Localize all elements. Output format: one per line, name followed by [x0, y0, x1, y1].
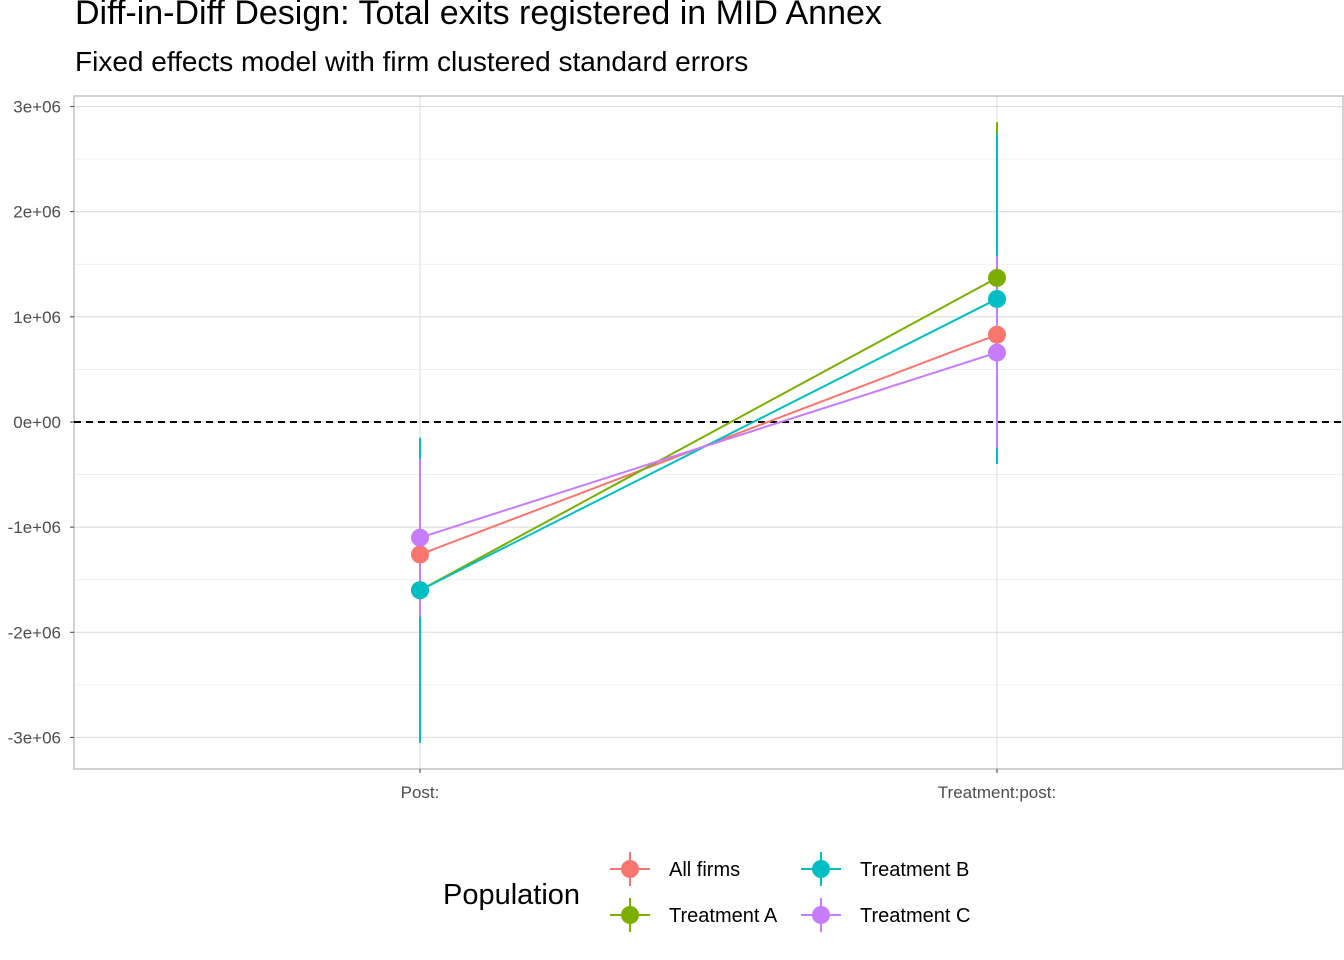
legend-entry: Treatment C — [801, 898, 970, 932]
panel-border — [73, 95, 1344, 770]
legend: Population All firms Treatment A Treatment … — [443, 852, 970, 932]
series — [74, 122, 1343, 743]
legend-key-point — [812, 860, 830, 878]
legend-entry: Treatment B — [801, 852, 969, 886]
axes: -3e+06 -2e+06 -1e+06 0e+00 1e+06 2e+06 3e+06 Po… — [8, 98, 1057, 802]
x-tick-label: Post: — [401, 783, 440, 802]
series-line — [419, 351, 998, 539]
y-tick-label: -2e+06 — [8, 623, 61, 642]
legend-key-point — [812, 906, 830, 924]
data-point — [411, 581, 429, 600]
legend-label: All firms — [669, 859, 740, 881]
y-tick-label: 1e+06 — [13, 308, 61, 327]
y-tick-label: -1e+06 — [8, 518, 61, 537]
y-tick-label: 3e+06 — [13, 98, 61, 117]
legend-label: Treatment B — [860, 859, 969, 881]
chart-subtitle: Fixed effects model with firm clustered … — [75, 46, 749, 77]
data-point — [411, 528, 429, 547]
data-point — [988, 289, 1006, 308]
legend-key-point — [621, 860, 639, 878]
legend-key-point — [621, 906, 639, 924]
y-tick-label: 0e+00 — [13, 413, 61, 432]
data-point — [988, 343, 1006, 362]
grid — [73, 95, 1344, 770]
y-tick-label: 2e+06 — [13, 203, 61, 222]
series-line — [419, 277, 998, 592]
legend-label: Treatment C — [860, 905, 970, 927]
data-point — [411, 545, 429, 564]
y-tick-label: -3e+06 — [8, 728, 61, 747]
legend-entry: Treatment A — [610, 898, 778, 932]
legend-title: Population — [443, 879, 580, 911]
legend-entry: All firms — [610, 852, 740, 886]
legend-label: Treatment A — [669, 905, 778, 927]
x-tick-label: Treatment:post: — [938, 783, 1056, 802]
chart-title: Diff-in-Diff Design: Total exits registe… — [75, 0, 882, 32]
data-point — [988, 268, 1006, 287]
data-point — [988, 325, 1006, 344]
